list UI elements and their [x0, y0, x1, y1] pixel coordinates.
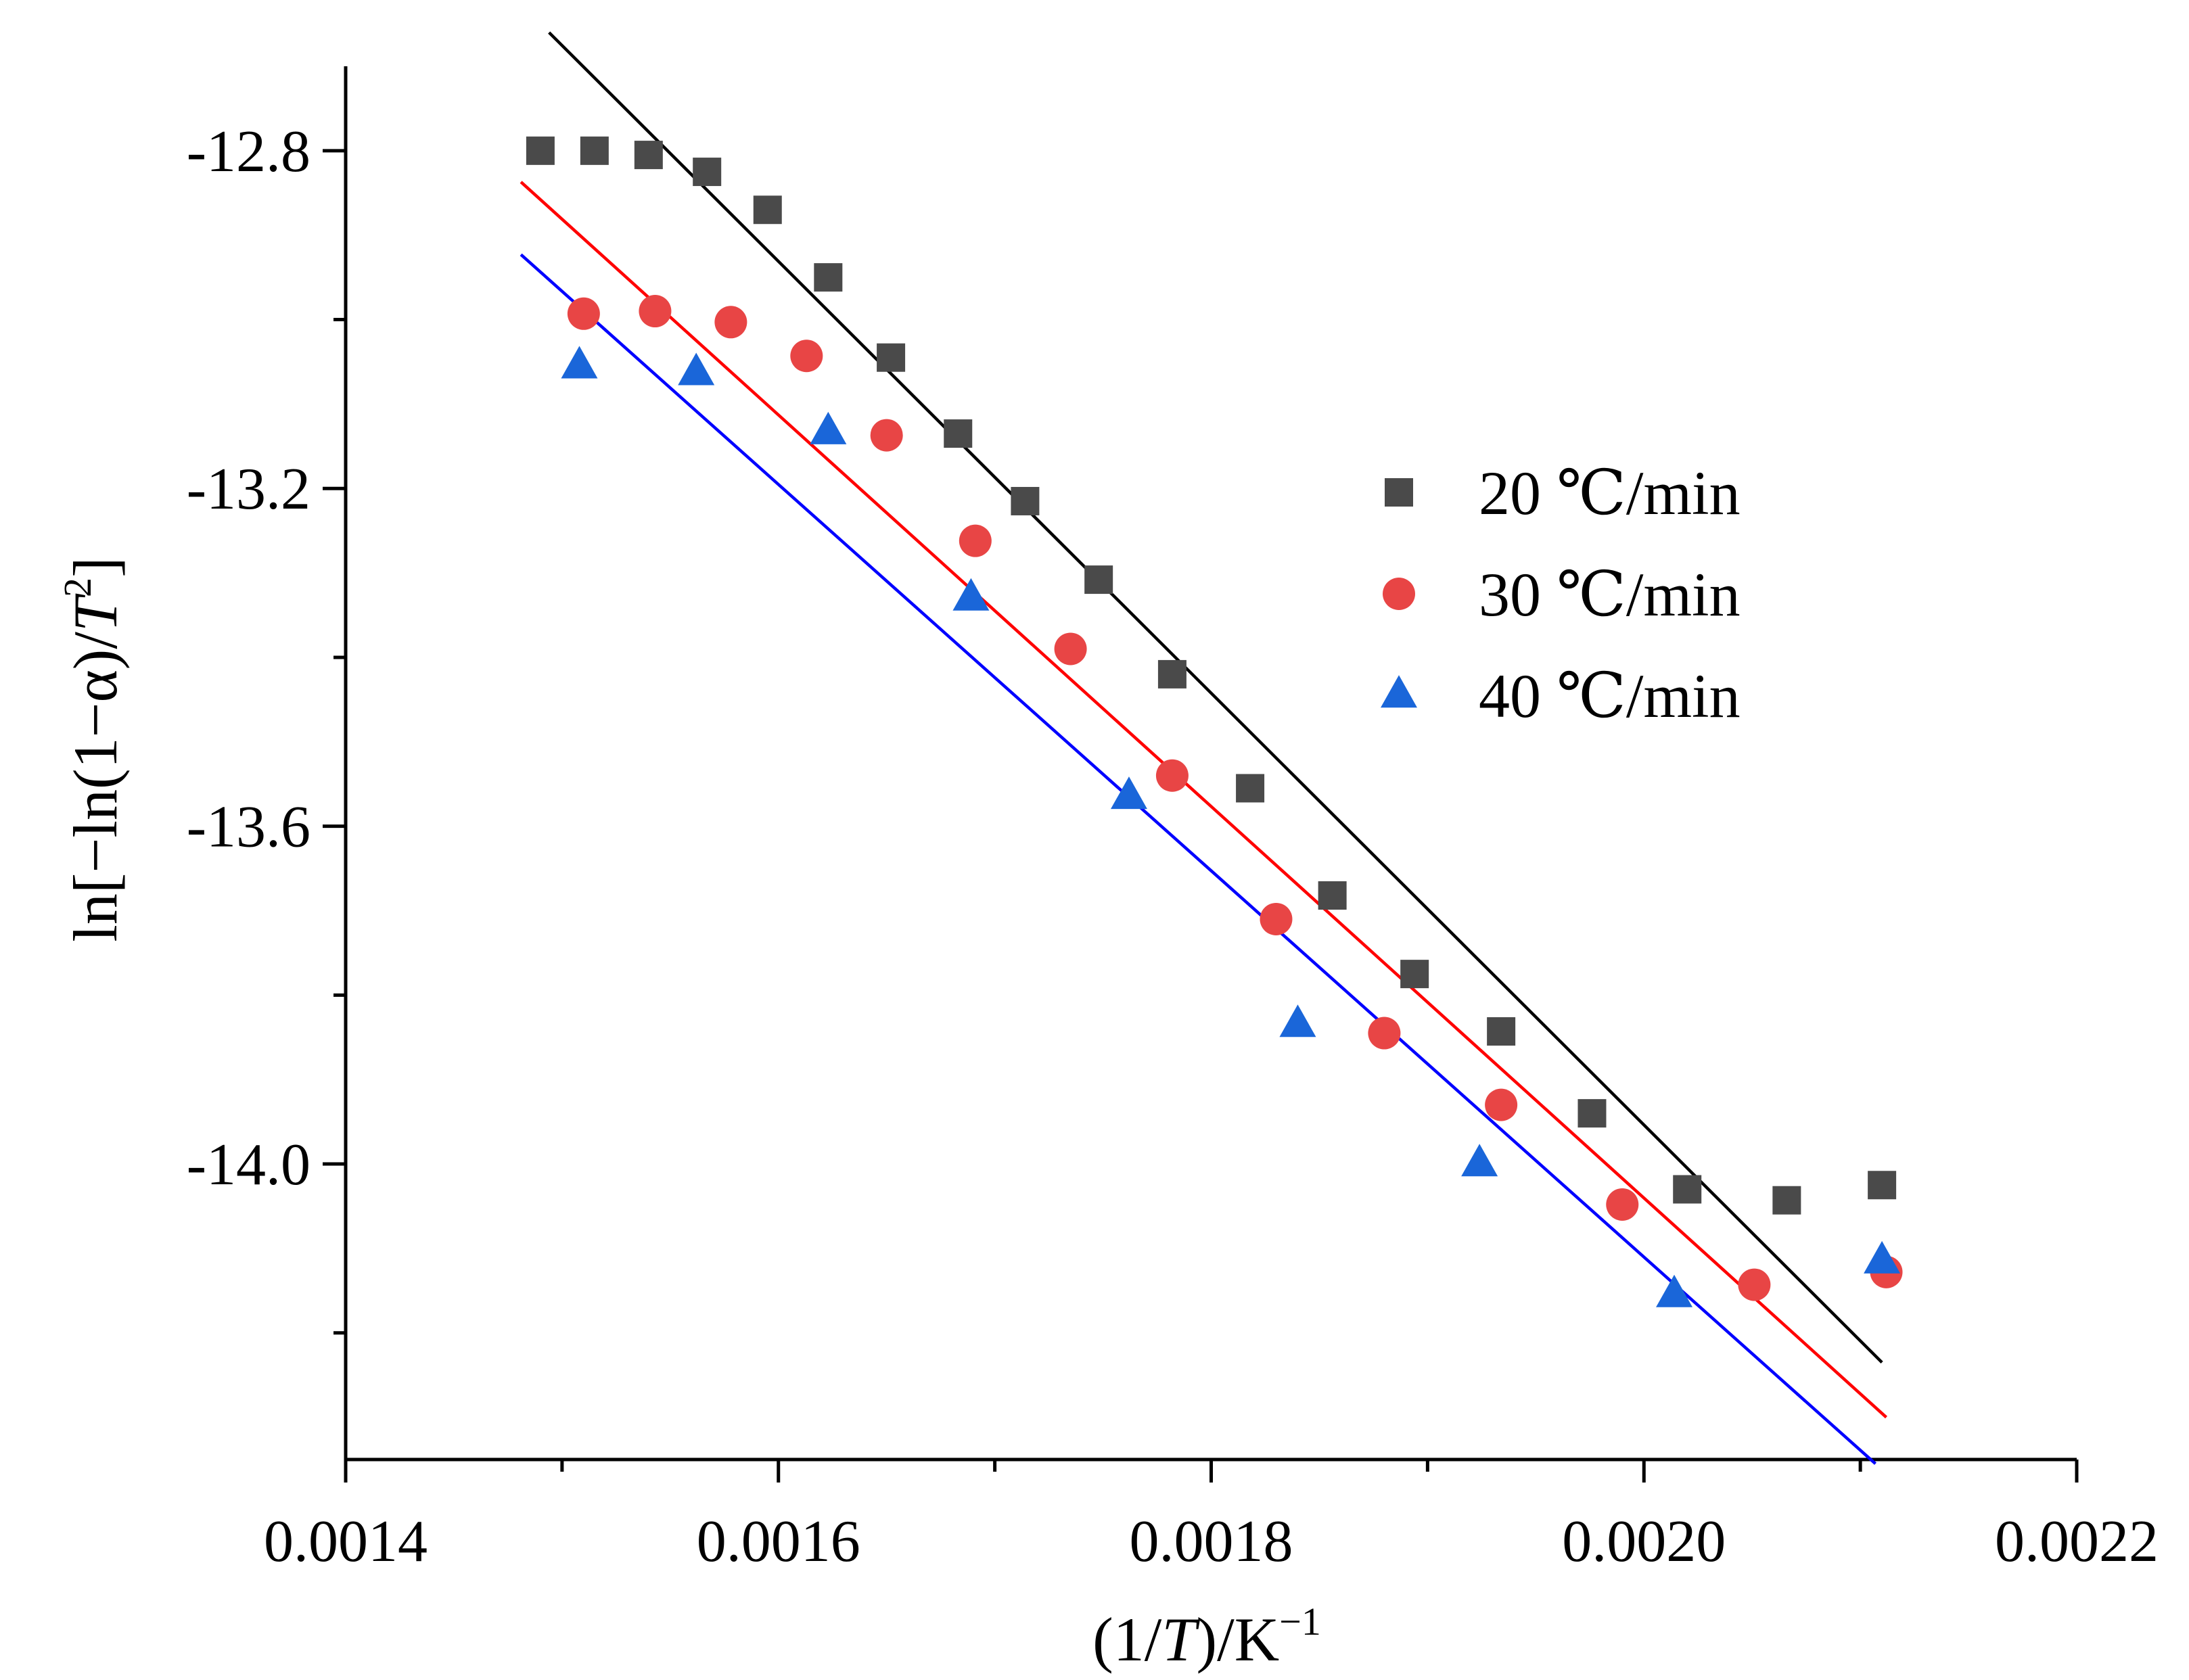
square-marker: [877, 343, 906, 372]
circle-marker: [1606, 1188, 1639, 1221]
x-axis-title: (1/T)/K−1: [1092, 1600, 1321, 1674]
triangle-marker: [1279, 1004, 1316, 1037]
fit-line: [548, 31, 1883, 1364]
y-tick-label: -13.2: [187, 457, 310, 522]
x-tick-label: 0.0022: [1995, 1509, 2159, 1574]
x-axis: 0.0014 0.0016 0.0018 0.0020 0.0022: [264, 1460, 2159, 1574]
triangle-marker: [1110, 776, 1147, 810]
square-marker: [1157, 659, 1186, 689]
y-tick-label: -14.0: [187, 1132, 310, 1198]
y-axis-title: ln[−ln(1−α)/T2]: [55, 557, 130, 941]
x-tick-label: 0.0018: [1130, 1509, 1293, 1574]
square-marker: [1673, 1175, 1702, 1204]
square-marker: [814, 263, 843, 292]
fit-line: [520, 253, 1877, 1465]
triangle-marker: [1864, 1240, 1901, 1274]
y-tick-label: -13.6: [187, 795, 310, 860]
x-tick-label: 0.0016: [697, 1509, 860, 1574]
circle-marker: [1155, 759, 1189, 792]
x-tick-label: 0.0020: [1562, 1509, 1726, 1574]
triangle-marker: [1656, 1274, 1693, 1307]
x-tick-label: 0.0014: [264, 1509, 428, 1574]
circle-marker: [1054, 632, 1087, 666]
triangle-marker: [561, 346, 598, 379]
triangle-marker: [1461, 1144, 1498, 1177]
circle-marker: [714, 306, 747, 339]
square-marker: [1868, 1171, 1897, 1200]
y-tick-label: -12.8: [187, 119, 310, 185]
legend-label: 40 ℃/min: [1479, 661, 1741, 730]
square-marker: [1011, 486, 1040, 515]
square-marker: [580, 136, 609, 165]
square-marker: [1385, 478, 1413, 507]
square-marker: [944, 419, 973, 448]
plot-frame: [344, 66, 2077, 1462]
square-marker: [526, 136, 555, 165]
legend-label: 30 ℃/min: [1479, 560, 1741, 629]
circle-marker: [567, 297, 600, 330]
square-marker: [693, 158, 722, 187]
square-marker: [1084, 565, 1113, 594]
circle-marker: [639, 295, 672, 328]
fit-line: [520, 181, 1888, 1419]
circle-marker: [959, 524, 992, 557]
legend: 20 ℃/min 30 ℃/min 40 ℃/min: [1381, 459, 1741, 730]
circle-marker: [1738, 1268, 1771, 1301]
square-marker: [1236, 774, 1265, 803]
square-marker: [1772, 1186, 1801, 1215]
data-points: [526, 136, 1903, 1307]
triangle-marker: [952, 578, 990, 611]
square-marker: [1487, 1017, 1516, 1046]
square-marker: [1577, 1099, 1607, 1128]
circle-marker: [790, 340, 823, 373]
triangle-marker: [678, 352, 715, 386]
circle-marker: [1383, 578, 1415, 610]
square-marker: [1318, 881, 1347, 910]
circle-marker: [1485, 1088, 1518, 1121]
square-marker: [1400, 960, 1429, 989]
y-axis: -12.8 -13.2 -13.6 -14.0: [187, 119, 346, 1335]
triangle-marker: [1381, 675, 1417, 708]
square-marker: [634, 141, 663, 170]
circle-marker: [1368, 1017, 1401, 1050]
circle-marker: [1260, 902, 1293, 935]
legend-label: 20 ℃/min: [1479, 459, 1741, 528]
circle-marker: [870, 419, 903, 452]
square-marker: [753, 195, 782, 225]
fit-lines: [520, 31, 1888, 1465]
triangle-marker: [810, 411, 847, 444]
